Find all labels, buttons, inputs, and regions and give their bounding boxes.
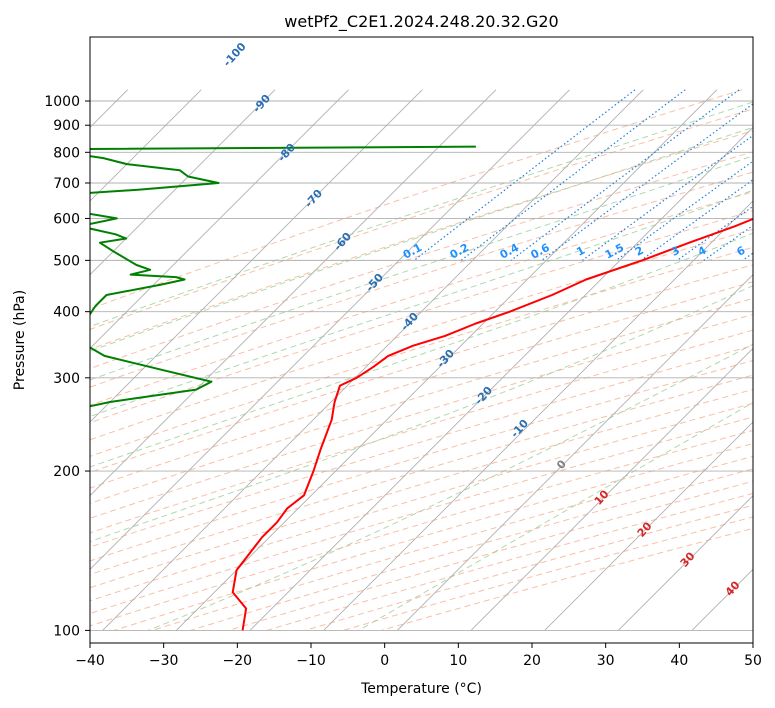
isotherm-line bbox=[617, 495, 753, 631]
isotherm-line bbox=[90, 89, 570, 570]
dry-adiabat-line bbox=[90, 313, 753, 519]
isotherm-line bbox=[544, 421, 753, 631]
dry-adiabat-line bbox=[90, 130, 753, 350]
dry-adiabat-line bbox=[90, 171, 753, 388]
y-tick-label: 800 bbox=[53, 145, 80, 161]
moist-adiabat-line bbox=[90, 189, 753, 418]
isotherm-line bbox=[90, 89, 349, 349]
moist-adiabat-line bbox=[90, 126, 753, 352]
isotherm-line bbox=[90, 89, 202, 202]
y-tick-label: 700 bbox=[53, 176, 80, 192]
x-tick-label: 0 bbox=[380, 653, 389, 669]
dewpoint-profile-line bbox=[90, 145, 476, 408]
isotherm-line bbox=[90, 89, 276, 276]
x-tick-label: 40 bbox=[670, 653, 688, 669]
moist-adiabat-line bbox=[358, 401, 753, 631]
y-tick-label: 400 bbox=[53, 305, 80, 321]
isotherm-line bbox=[249, 126, 753, 631]
x-tick-label: −20 bbox=[223, 653, 253, 669]
y-tick-label: 200 bbox=[53, 464, 80, 480]
pressure-gridlines bbox=[90, 100, 753, 631]
x-tick-label: −30 bbox=[149, 653, 179, 669]
isotherm-line bbox=[470, 347, 753, 631]
dry-adiabat-line bbox=[90, 228, 753, 441]
plot-frame bbox=[89, 36, 754, 644]
data-series bbox=[90, 145, 753, 631]
dry-adiabat-line bbox=[90, 359, 753, 562]
x-tick-label: 20 bbox=[523, 653, 541, 669]
x-tick-label: −10 bbox=[296, 653, 326, 669]
isotherm-line bbox=[396, 274, 753, 631]
y-tick-label: 900 bbox=[53, 118, 80, 134]
dry-adiabat-line bbox=[90, 374, 753, 576]
chart-title: wetPf2_C2E1.2024.248.20.32.G20 bbox=[284, 12, 558, 32]
x-tick-label: 50 bbox=[744, 653, 762, 669]
dry-adiabat-line bbox=[90, 329, 753, 534]
isotherm-line bbox=[90, 89, 497, 497]
dry-adiabat-line bbox=[90, 210, 753, 424]
mixing-ratio-line bbox=[676, 205, 753, 261]
x-axis-title: Temperature (°C) bbox=[360, 681, 482, 697]
dry-adiabat-line bbox=[90, 191, 753, 406]
isotherms bbox=[90, 89, 753, 631]
isotherm-line bbox=[102, 89, 644, 631]
moist-adiabat-line bbox=[90, 101, 753, 328]
y-tick-label: 500 bbox=[53, 253, 80, 269]
moist-adiabat-line bbox=[90, 232, 753, 468]
x-tick-label: 30 bbox=[597, 653, 615, 669]
x-tick-label: −40 bbox=[75, 653, 105, 669]
mixing-ratio-line bbox=[510, 89, 740, 261]
dry-adiabat-line bbox=[90, 246, 753, 457]
dry-adiabat-line bbox=[90, 402, 753, 602]
moist-adiabat-line bbox=[90, 155, 753, 381]
x-tick-label: 10 bbox=[449, 653, 467, 669]
isotherm-line bbox=[90, 89, 423, 423]
y-axis-ticks: 100 200 300 400 500 600 700 800 900 1000 bbox=[44, 94, 90, 639]
isotherm-line bbox=[323, 200, 753, 631]
x-axis-ticks: −40 −30 −20 −10 0 10 20 30 40 50 bbox=[75, 643, 762, 669]
y-tick-label: 600 bbox=[53, 211, 80, 227]
y-axis-title: Pressure (hPa) bbox=[12, 290, 28, 390]
plot-area: 0.10.20.40.611.52346810131620253036-100-… bbox=[90, 40, 753, 631]
y-tick-label: 100 bbox=[53, 623, 80, 639]
y-tick-label: 300 bbox=[53, 371, 80, 387]
y-tick-label: 1000 bbox=[44, 94, 80, 110]
isotherm-line bbox=[175, 89, 718, 631]
mixing-ratio-lines bbox=[413, 89, 753, 261]
temperature-profile-line bbox=[231, 217, 753, 631]
